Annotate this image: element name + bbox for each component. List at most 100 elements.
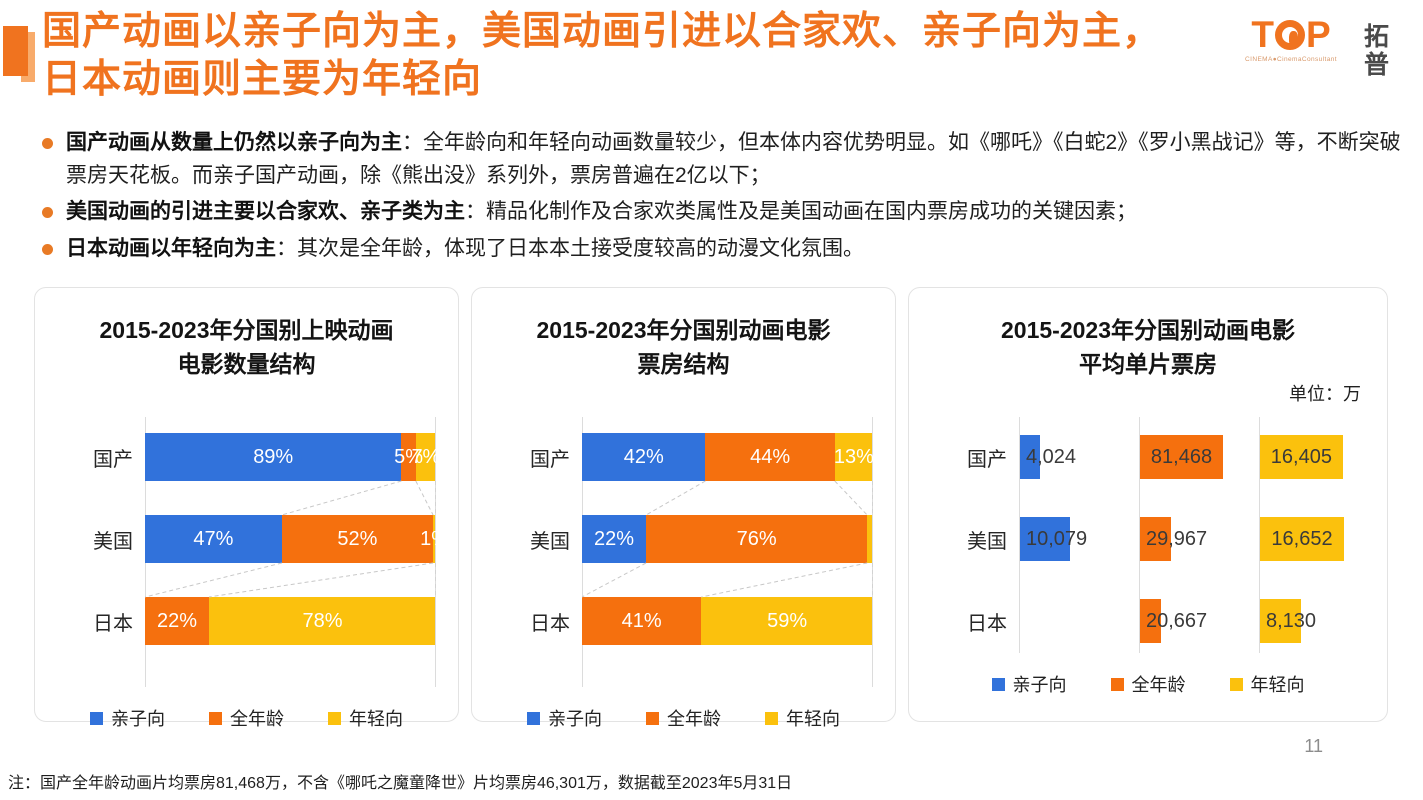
- bar-row: 89% 5% 7%: [145, 433, 440, 482]
- legend-label: 亲子向: [111, 709, 165, 730]
- chart-card-movie-count-structure: 2015-2023年分国别上映动画 电影数量结构 国产 美国 日本 89% 5% 7% 47%…: [34, 287, 459, 729]
- bar-segment-年轻向: 59%: [701, 597, 873, 646]
- bar-value-label: 42%: [623, 445, 664, 468]
- bar-年轻向: [1260, 435, 1343, 480]
- bar-value-label: 16,405: [1270, 445, 1332, 468]
- bar-value-label: 59%: [767, 609, 808, 632]
- bar-row: [1019, 597, 1125, 645]
- bar-全年龄: [1140, 435, 1223, 480]
- page-number: 11: [1304, 736, 1323, 756]
- bar-value-label: 89%: [253, 445, 294, 468]
- chart-card-average-box-office: 2015-2023年分国别动画电影 平均单片票房 单位：万 国产 美国 日本 4,024…: [908, 287, 1388, 723]
- chart-title: 2015-2023年分国别动画电影 票房结构: [536, 317, 831, 377]
- legend-item-全年龄: 全年龄: [1110, 671, 1186, 697]
- bars-area: 4,024 10,079 81,468 29,967 20,667 16,405 16,65…: [1019, 417, 1365, 654]
- bar-segment-年轻向: 78%: [209, 597, 436, 646]
- bar-row: 41% 59%: [582, 597, 873, 646]
- legend-label: 年轻向: [1250, 675, 1305, 696]
- bar-value-label: 78%: [302, 609, 343, 632]
- legend-label: 年轻向: [349, 709, 403, 730]
- category-label: 日本: [967, 612, 1007, 635]
- page-title-line-1: 国产动画以亲子向为主，美国动画引进以合家欢、亲子向为主，: [42, 10, 1163, 53]
- bar-segment-全年龄: 41%: [582, 597, 702, 646]
- bullet-item: 美国动画的引进主要以合家欢、亲子类为主：精品化制作及合家欢类属性及是美国动画在国…: [42, 196, 1407, 229]
- legend-label: 全年龄: [667, 709, 721, 730]
- bar-value-label: 29,967: [1146, 527, 1208, 550]
- bullet-body: ：其次是全年龄，体现了日本本土接受度较高的动漫文化氛围。: [276, 236, 864, 260]
- logo-cn-char-1: 拓: [1363, 23, 1389, 51]
- bar-全年龄: [1140, 517, 1171, 562]
- bar-value-label: 47%: [193, 527, 234, 550]
- category-label: 日本: [530, 612, 570, 635]
- grouped-bar-chart: 国产 美国 日本 4,024 10,079 81,468 29,967 20,667 16,40…: [931, 417, 1365, 654]
- chart-plot: 国产美国日本 42% 44% 13% 22% 76% 41% 59%: [494, 417, 874, 688]
- bar-value-label: 22%: [156, 609, 198, 632]
- bar-row: 22% 76%: [582, 515, 873, 564]
- bullet-lead: 国产动画从数量上仍然以亲子向为主: [66, 131, 402, 155]
- bar-segment-年轻向: 13%: [834, 433, 874, 482]
- bar-segment-亲子向: 42%: [582, 433, 706, 482]
- bar-value-label: 44%: [750, 445, 791, 468]
- bar-value-label: 81,468: [1150, 445, 1213, 468]
- chart-legend: 亲子向 全年龄 年轻向: [931, 671, 1365, 697]
- legend-item-全年龄: 全年龄: [209, 705, 284, 731]
- bar-value-label: 41%: [621, 609, 662, 632]
- bullet-lead: 美国动画的引进主要以合家欢、亲子类为主: [66, 200, 465, 224]
- legend-label: 全年龄: [230, 709, 284, 730]
- logo-letter-p: P: [1305, 14, 1331, 55]
- bar-row: 81,468: [1139, 433, 1245, 481]
- legend-item-亲子向: 亲子向: [527, 705, 602, 731]
- bar-segment-年轻向: [867, 515, 873, 564]
- bar-segment-年轻向: 1%: [420, 515, 449, 564]
- category-label: 国产: [93, 448, 133, 471]
- category-label: 国产: [530, 448, 570, 471]
- logo-letter-t: T: [1251, 14, 1274, 55]
- chart-card-box-office-structure: 2015-2023年分国别动画电影 票房结构 国产美国日本 42% 44% 13% 22%…: [471, 287, 896, 729]
- bullet-body: ：精品化制作及合家欢类属性及是美国动画在国内票房成功的关键因素；: [465, 200, 1137, 224]
- legend-swatch-icon: [90, 711, 103, 725]
- bar-亲子向: [1020, 517, 1070, 562]
- bar-row: 29,967: [1139, 515, 1245, 563]
- bar-value-label: 76%: [736, 527, 777, 550]
- category-axis: 国产 美国 日本: [57, 433, 145, 679]
- bar-value-label: 16,652: [1271, 527, 1333, 550]
- category-axis: 国产 美国 日本: [494, 433, 582, 679]
- bar-row: 4,024: [1019, 433, 1125, 481]
- legend-swatch-icon: [765, 711, 778, 725]
- accent-square-main: [3, 26, 28, 76]
- bar-row: 10,079: [1019, 515, 1125, 563]
- bar-row: 20,667: [1139, 597, 1245, 645]
- bar-value-label: 4,024: [1026, 445, 1077, 468]
- legend-label: 年轻向: [786, 709, 840, 730]
- chart-plot: 国产 美国 日本 89% 5% 7% 47% 52% 1% 22% 78%: [57, 417, 449, 688]
- bar-全年龄: [1140, 599, 1162, 644]
- series-column-全年龄: 81,468 29,967 20,667: [1139, 417, 1245, 654]
- bar-row: 16,405: [1259, 433, 1365, 481]
- stacked-bar-chart: 国产 美国 日本 89% 5% 7% 47% 52% 1% 22% 78%: [57, 417, 449, 688]
- bar-value-label: 7%: [411, 445, 441, 468]
- series-column-亲子向: 4,024 10,079: [1019, 417, 1125, 654]
- bar-segment-年轻向: 7%: [411, 433, 440, 482]
- legend-item-年轻向: 年轻向: [765, 705, 840, 731]
- bar-row: 42% 44% 13%: [582, 433, 874, 482]
- logo-cn-char-2: 普: [1363, 50, 1389, 79]
- bar-value-label: 10,079: [1026, 527, 1088, 550]
- bar-value-label: 22%: [593, 527, 635, 550]
- legend-label: 亲子向: [1012, 675, 1067, 696]
- top-logo: T P CINEMA●CinemaConsultant: [1243, 16, 1339, 63]
- category-label: 国产: [967, 448, 1007, 471]
- category-label: 美国: [530, 530, 570, 553]
- legend-swatch-icon: [991, 677, 1005, 691]
- bullet-text: 美国动画的引进主要以合家欢、亲子类为主：精品化制作及合家欢类属性及是美国动画在国…: [66, 196, 1137, 229]
- legend-label: 全年龄: [1131, 675, 1186, 696]
- charts-row: 2015-2023年分国别上映动画 电影数量结构 国产 美国 日本 89% 5% 7% 47%…: [34, 287, 1388, 729]
- category-axis: 国产 美国 日本: [931, 433, 1019, 645]
- legend-item-亲子向: 亲子向: [991, 671, 1067, 697]
- bar-value-label: 1%: [420, 527, 449, 550]
- legend-item-年轻向: 年轻向: [328, 705, 403, 731]
- bullet-item: 日本动画以年轻向为主：其次是全年龄，体现了日本本土接受度较高的动漫文化氛围。: [42, 233, 1407, 266]
- bar-segment-亲子向: 47%: [145, 515, 282, 564]
- chart-legend: 亲子向 全年龄 年轻向: [57, 705, 436, 731]
- top-logo-word: T P: [1243, 16, 1339, 53]
- bullet-item: 国产动画从数量上仍然以亲子向为主：全年龄向和年轻向动画数量较少，但本体内容优势明…: [42, 127, 1407, 192]
